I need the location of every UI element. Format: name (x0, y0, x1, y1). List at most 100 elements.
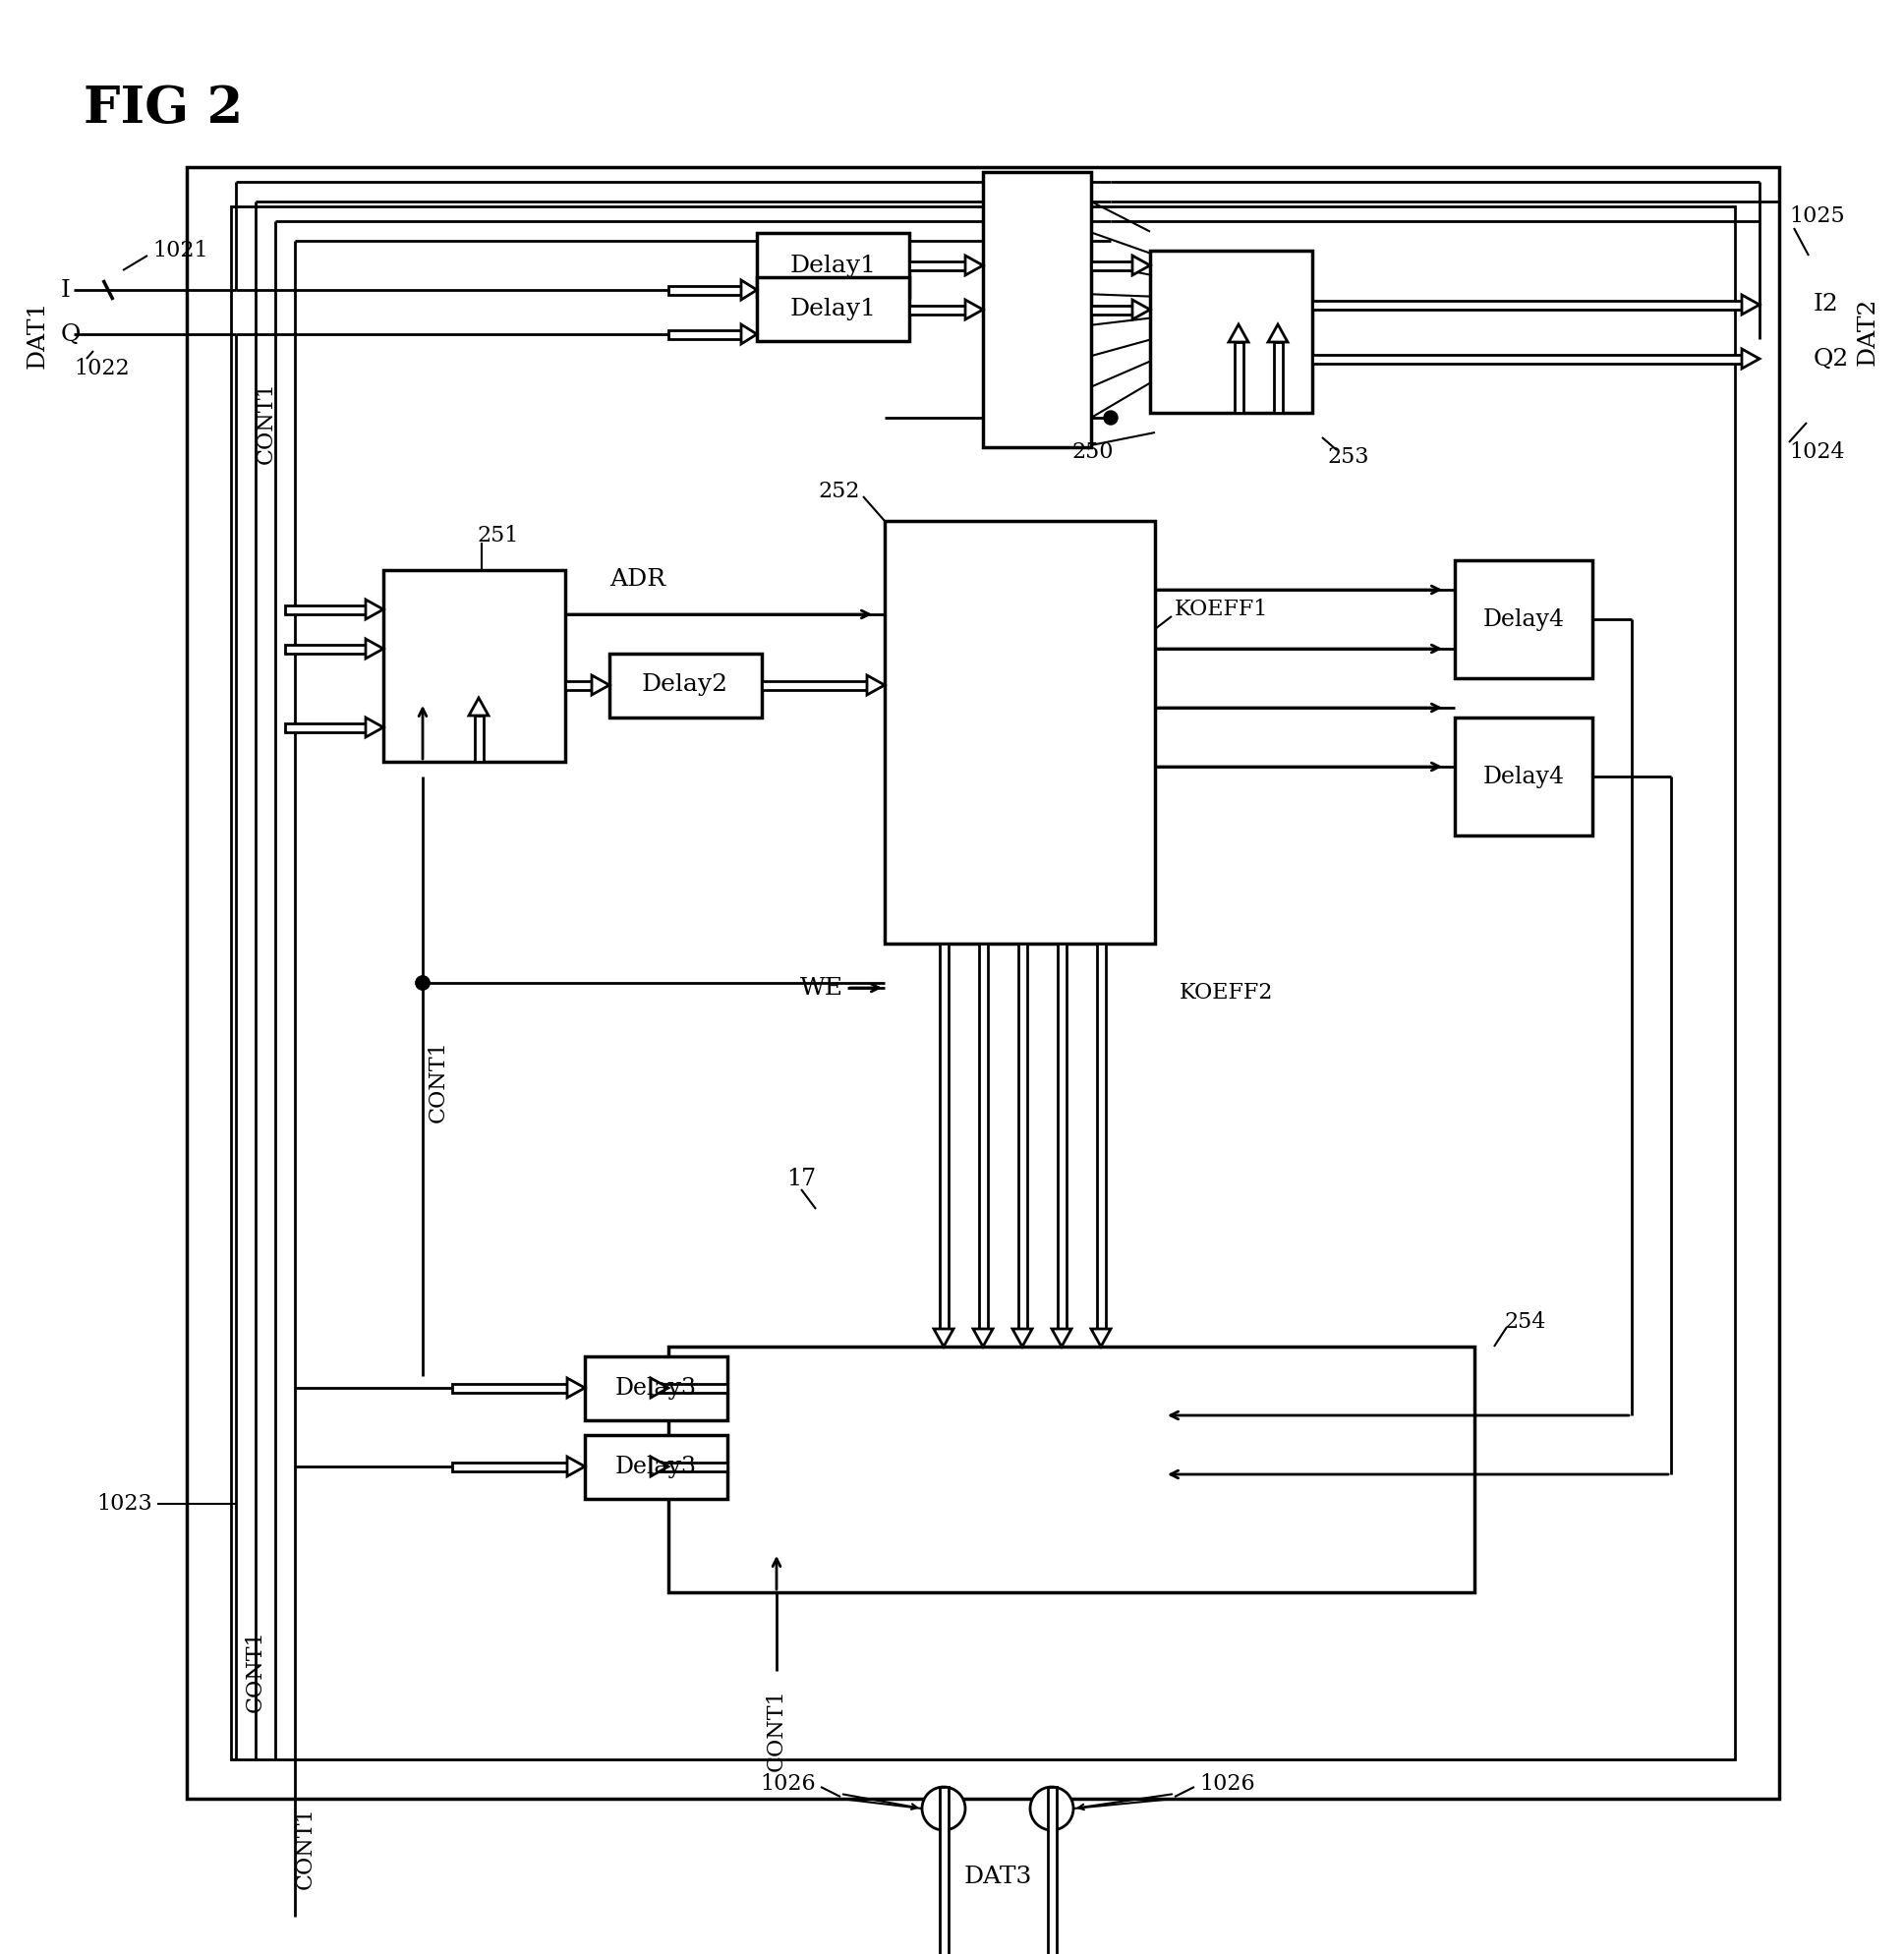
Bar (1019, 944, 1026, 1329)
Polygon shape (366, 639, 383, 658)
Bar (230, 207, 1735, 1759)
Polygon shape (866, 676, 885, 696)
Bar (651, 1462, 727, 1471)
Text: 1026: 1026 (1200, 1772, 1255, 1796)
Text: 254: 254 (1504, 1311, 1546, 1333)
Bar (1150, 250, 1312, 412)
Polygon shape (965, 299, 982, 319)
Polygon shape (741, 324, 758, 344)
Bar (1047, 1786, 1057, 1954)
Polygon shape (1268, 324, 1287, 342)
Bar (762, 680, 866, 690)
Bar (286, 606, 366, 614)
Bar (585, 1434, 727, 1499)
Polygon shape (1051, 1329, 1072, 1346)
Text: DAT2: DAT2 (1856, 297, 1879, 365)
Bar (939, 944, 948, 1329)
Polygon shape (468, 698, 489, 715)
Bar (1097, 944, 1106, 1329)
Bar (668, 330, 741, 338)
Bar (668, 1346, 1474, 1593)
Text: WE: WE (800, 977, 843, 998)
Text: 253: 253 (1327, 446, 1369, 467)
Polygon shape (366, 717, 383, 737)
Polygon shape (567, 1378, 585, 1397)
Bar (609, 655, 762, 717)
Text: Delay4: Delay4 (1483, 608, 1565, 631)
Bar (758, 277, 910, 342)
Circle shape (922, 1786, 965, 1831)
Bar (383, 571, 565, 762)
Text: Delay3: Delay3 (615, 1376, 697, 1399)
Polygon shape (651, 1456, 668, 1477)
Bar (1312, 354, 1742, 363)
Bar (668, 285, 741, 295)
Bar (1274, 342, 1281, 412)
Bar (885, 522, 1156, 944)
Text: 1024: 1024 (1790, 442, 1845, 463)
Polygon shape (933, 1329, 954, 1346)
Text: Q2: Q2 (1815, 348, 1849, 369)
Polygon shape (1133, 299, 1150, 319)
Polygon shape (651, 1378, 668, 1397)
Text: DAT3: DAT3 (963, 1866, 1032, 1890)
Text: FIG 2: FIG 2 (84, 84, 244, 133)
Polygon shape (1133, 256, 1150, 276)
Circle shape (415, 975, 430, 991)
Polygon shape (1228, 324, 1249, 342)
Polygon shape (1742, 295, 1759, 315)
Bar (758, 233, 910, 297)
Bar (939, 1786, 948, 1954)
Polygon shape (1013, 1329, 1032, 1346)
Text: I: I (61, 279, 70, 301)
Text: CONT1: CONT1 (246, 1630, 267, 1712)
Text: CONT1: CONT1 (765, 1688, 788, 1770)
Bar (1234, 342, 1243, 412)
Bar (1455, 561, 1592, 678)
Text: I2: I2 (1815, 293, 1839, 317)
Bar (1057, 944, 1066, 1329)
Text: KOEFF1: KOEFF1 (1175, 598, 1268, 619)
Text: 250: 250 (1072, 442, 1114, 463)
Circle shape (1104, 410, 1118, 424)
Circle shape (415, 975, 430, 991)
Text: Delay4: Delay4 (1483, 766, 1565, 787)
Text: Delay3: Delay3 (615, 1456, 697, 1477)
Text: 251: 251 (476, 526, 518, 547)
Text: CONT1: CONT1 (255, 381, 278, 463)
Circle shape (1030, 1786, 1074, 1831)
Bar (187, 168, 1778, 1800)
Bar (1091, 305, 1133, 315)
Text: KOEFF2: KOEFF2 (1180, 983, 1274, 1004)
Polygon shape (973, 1329, 992, 1346)
Polygon shape (1742, 350, 1759, 369)
Text: 252: 252 (819, 481, 861, 502)
Bar (979, 944, 988, 1329)
Bar (1312, 301, 1742, 309)
Bar (651, 1383, 727, 1393)
Bar (286, 645, 366, 653)
Bar (565, 680, 592, 690)
Text: Delay1: Delay1 (790, 299, 876, 320)
Bar (474, 715, 484, 762)
Bar (585, 1356, 727, 1421)
Text: CONT1: CONT1 (428, 1040, 449, 1122)
Bar (1091, 262, 1133, 270)
Bar (910, 262, 965, 270)
Text: 1022: 1022 (74, 358, 129, 379)
Bar (982, 172, 1091, 447)
Bar (451, 1383, 567, 1393)
Polygon shape (741, 279, 758, 299)
Text: 1026: 1026 (760, 1772, 815, 1796)
Polygon shape (567, 1456, 585, 1477)
Bar (451, 1462, 567, 1471)
Text: 1025: 1025 (1790, 205, 1845, 227)
Polygon shape (1091, 1329, 1110, 1346)
Polygon shape (965, 256, 982, 276)
Bar (286, 723, 366, 731)
Text: 1021: 1021 (152, 240, 208, 262)
Text: 17: 17 (786, 1168, 817, 1190)
Polygon shape (592, 676, 609, 696)
Bar (1455, 717, 1592, 836)
Text: Delay1: Delay1 (790, 254, 876, 277)
